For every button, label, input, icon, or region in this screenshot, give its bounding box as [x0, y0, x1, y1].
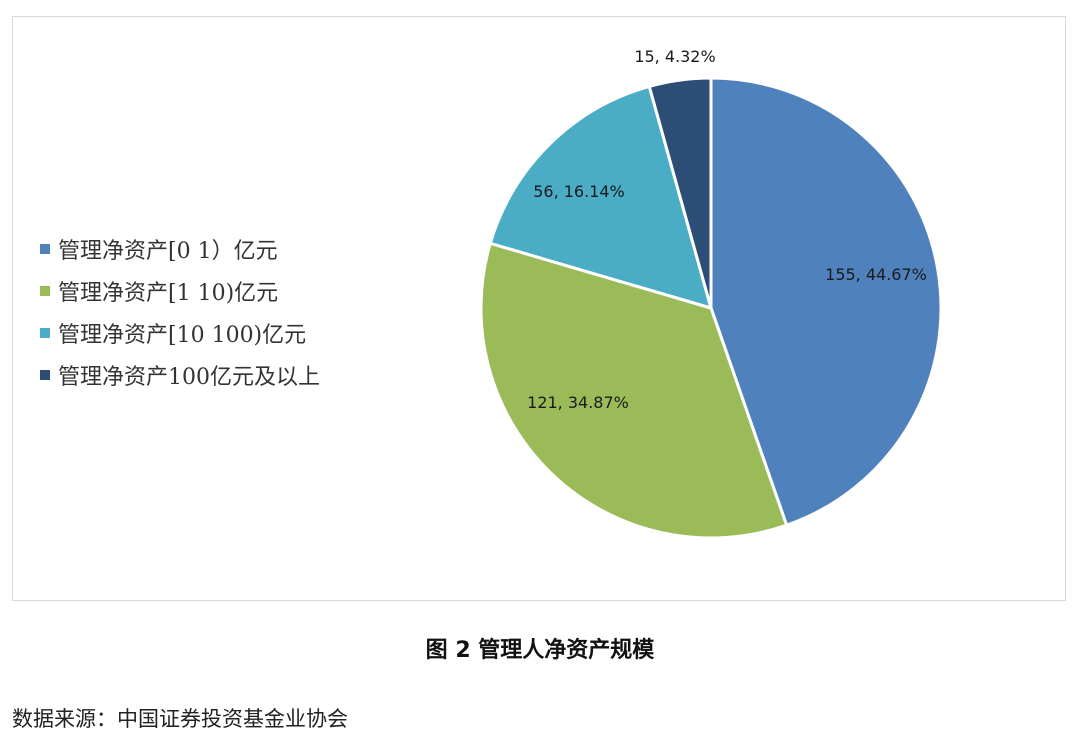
legend-swatch [40, 244, 50, 254]
legend-swatch [40, 370, 50, 380]
legend-label: 管理净资产[0 1）亿元 [58, 239, 278, 264]
data-label: 155, 44.67% [825, 265, 927, 284]
data-label: 121, 34.87% [527, 393, 629, 412]
legend-swatch [40, 328, 50, 338]
legend-item: 管理净资产[10 100)亿元 [40, 312, 320, 354]
legend-item: 管理净资产100亿元及以上 [40, 354, 320, 396]
legend-item: 管理净资产[0 1）亿元 [40, 228, 320, 270]
legend: 管理净资产[0 1）亿元 管理净资产[1 10)亿元管理净资产[10 100)亿元… [40, 228, 320, 396]
legend-label: 管理净资产[10 100)亿元 [58, 323, 307, 348]
data-label: 15, 4.32% [634, 47, 715, 66]
chart-caption: 图 2 管理人净资产规模 [425, 638, 655, 663]
legend-label: 管理净资产100亿元及以上 [58, 365, 320, 390]
legend-swatch [40, 286, 50, 296]
pie-slice [647, 76, 713, 309]
pie-slice [709, 76, 943, 528]
pie-slice [479, 241, 789, 540]
data-label: 56, 16.14% [533, 182, 625, 201]
legend-item: 管理净资产[1 10)亿元 [40, 270, 320, 312]
data-source: 数据来源：中国证券投资基金业协会 [12, 707, 348, 731]
legend-label: 管理净资产[1 10)亿元 [58, 281, 279, 306]
pie-slice [488, 84, 714, 311]
